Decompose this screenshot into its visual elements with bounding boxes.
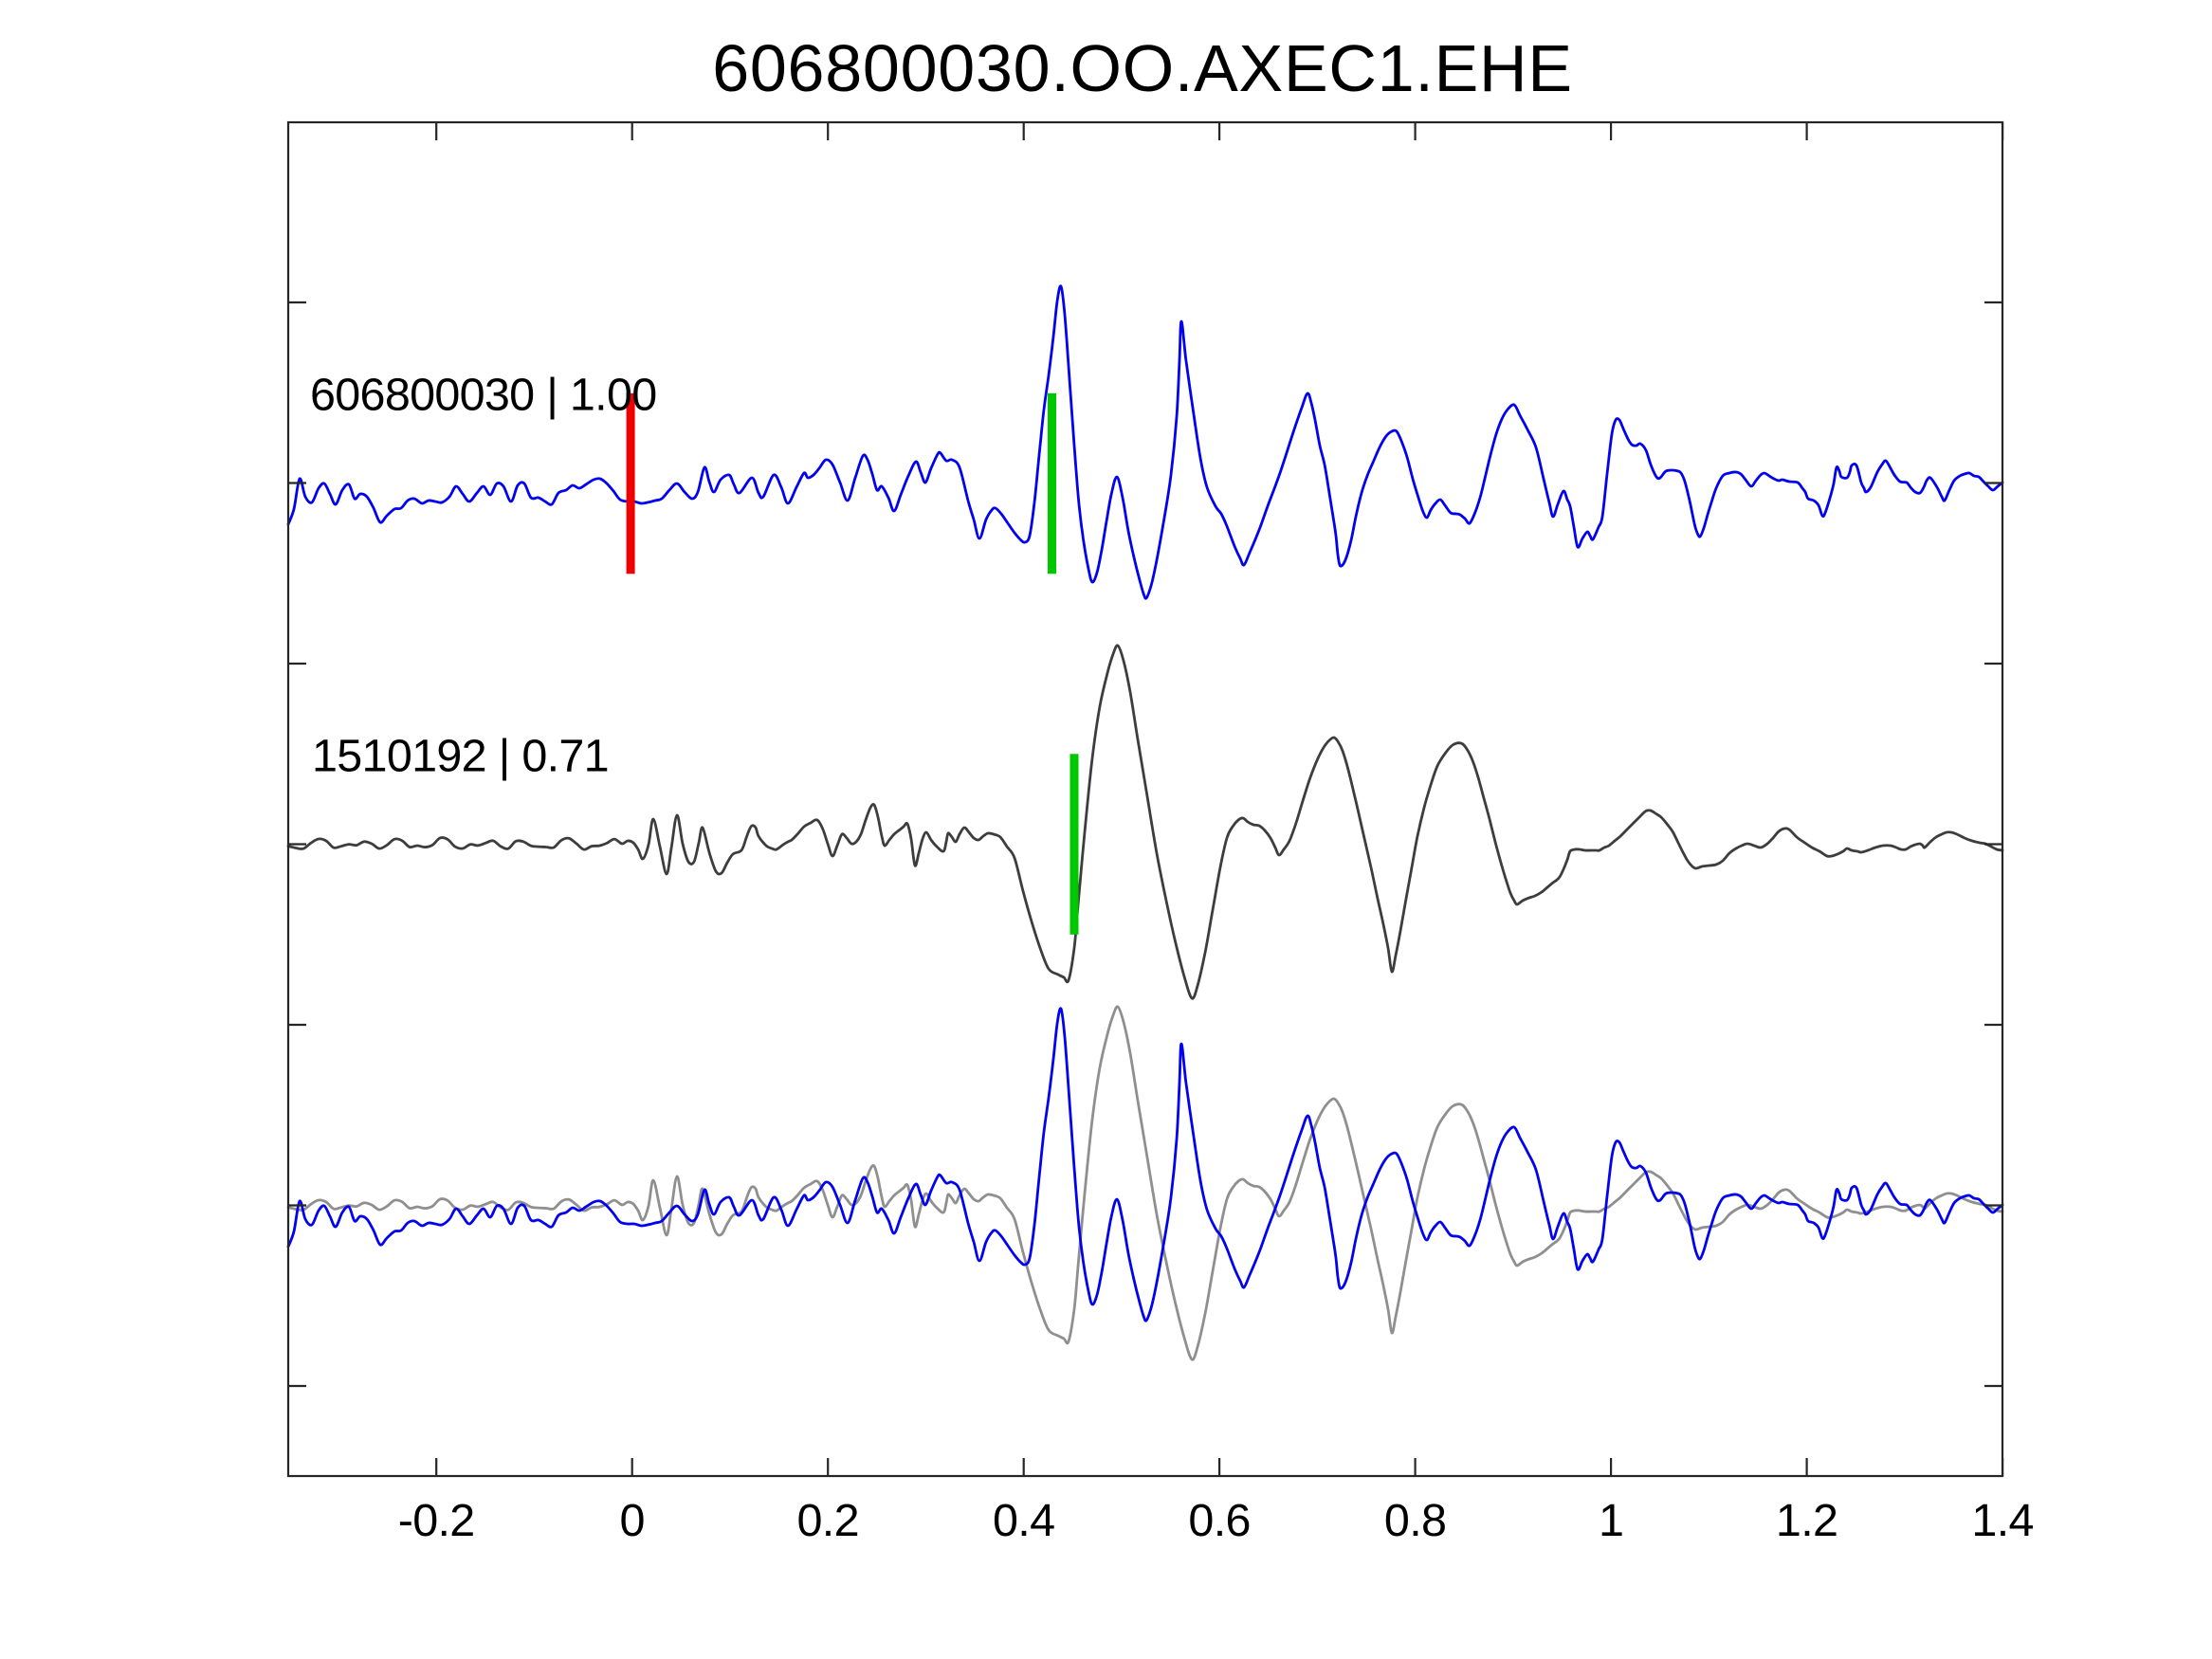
svg-text:0.2: 0.2	[797, 1495, 859, 1546]
svg-text:1.4: 1.4	[1971, 1495, 2033, 1546]
svg-text:1510192 | 0.71: 1510192 | 0.71	[312, 731, 609, 782]
svg-text:0.8: 0.8	[1384, 1495, 1446, 1546]
svg-text:606800030.OO.AXEC1.EHE: 606800030.OO.AXEC1.EHE	[712, 31, 1573, 105]
svg-text:606800030 | 1.00: 606800030 | 1.00	[310, 370, 657, 421]
svg-text:0: 0	[620, 1495, 645, 1546]
svg-text:1: 1	[1599, 1495, 1623, 1546]
svg-text:0.6: 0.6	[1188, 1495, 1250, 1546]
svg-text:-0.2: -0.2	[398, 1495, 475, 1546]
svg-text:0.4: 0.4	[993, 1495, 1054, 1546]
svg-text:1.2: 1.2	[1776, 1495, 1837, 1546]
